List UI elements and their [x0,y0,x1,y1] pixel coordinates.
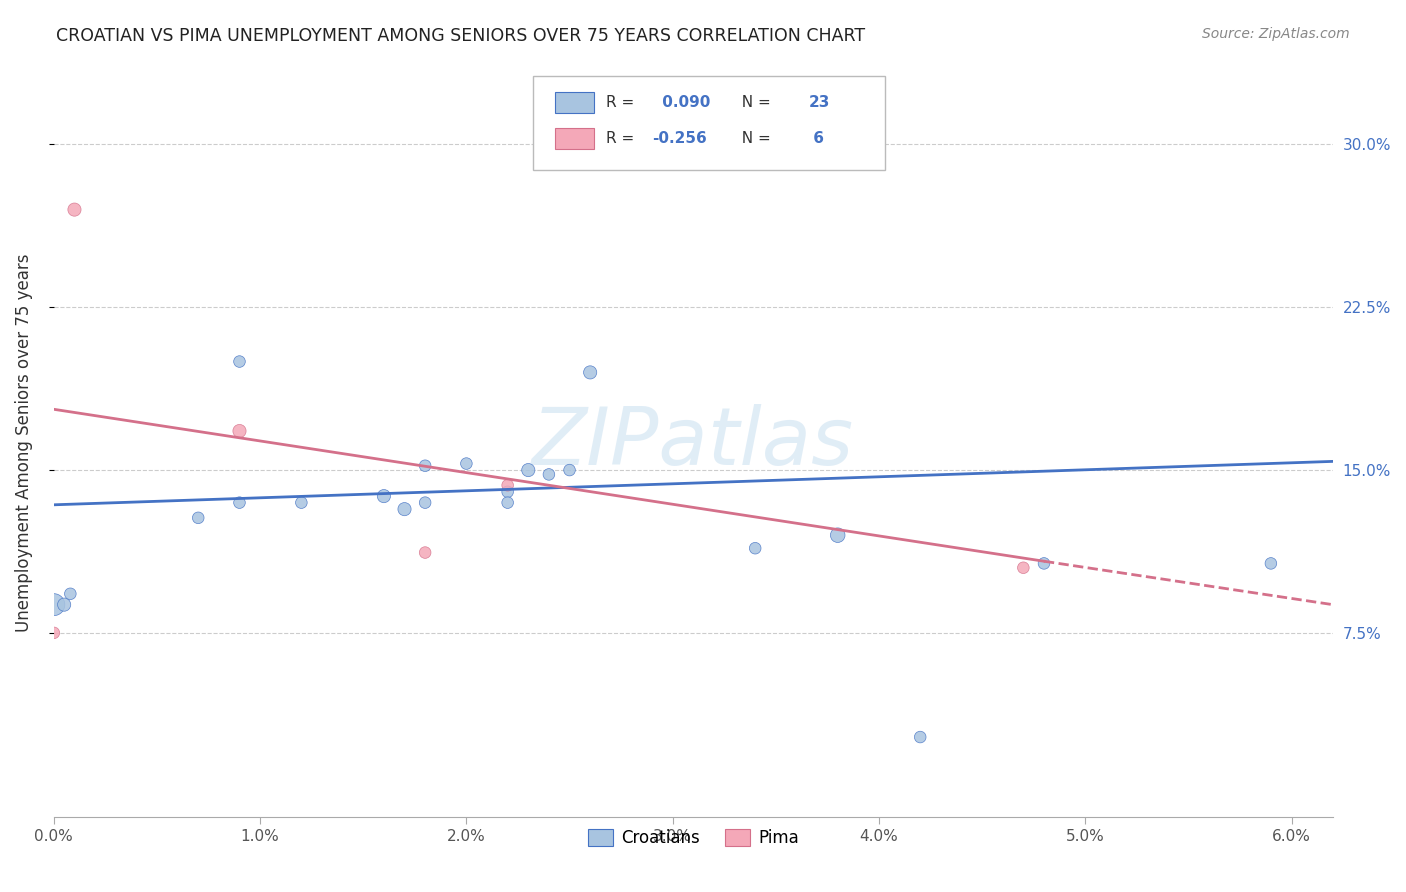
Point [1012,560,1035,574]
Text: R =: R = [606,130,640,145]
Point [517,463,540,477]
Text: N =: N = [731,95,775,110]
Text: R =: R = [606,95,640,110]
Point [496,495,519,509]
Point [579,365,602,379]
FancyBboxPatch shape [533,76,886,169]
Point [456,457,478,471]
Point [228,354,250,368]
Point [394,502,416,516]
Y-axis label: Unemployment Among Seniors over 75 years: Unemployment Among Seniors over 75 years [15,253,32,632]
Point [42,598,65,612]
Point [42,625,65,640]
Point [290,495,312,509]
Text: -0.256: -0.256 [652,130,707,145]
Legend: Croatians, Pima: Croatians, Pima [581,822,806,854]
Point [59,587,82,601]
Point [413,495,436,509]
Text: Source: ZipAtlas.com: Source: ZipAtlas.com [1202,27,1350,41]
Point [558,463,581,477]
Point [496,484,519,499]
Point [53,598,76,612]
Point [496,478,519,492]
Point [63,202,86,217]
Point [413,545,436,559]
Point [1260,557,1282,571]
Point [908,730,931,744]
Point [228,424,250,438]
Point [413,458,436,473]
Point [373,489,395,503]
Point [187,511,209,525]
Point [1033,557,1056,571]
Text: CROATIAN VS PIMA UNEMPLOYMENT AMONG SENIORS OVER 75 YEARS CORRELATION CHART: CROATIAN VS PIMA UNEMPLOYMENT AMONG SENI… [56,27,865,45]
Text: ZIPatlas: ZIPatlas [533,404,855,482]
Point [228,495,250,509]
Point [537,467,560,482]
Text: 23: 23 [808,95,830,110]
Text: 0.090: 0.090 [658,95,711,110]
Point [744,541,766,556]
Text: N =: N = [731,130,775,145]
FancyBboxPatch shape [555,128,593,149]
Text: 6: 6 [808,130,824,145]
FancyBboxPatch shape [555,92,593,113]
Point [827,528,849,542]
